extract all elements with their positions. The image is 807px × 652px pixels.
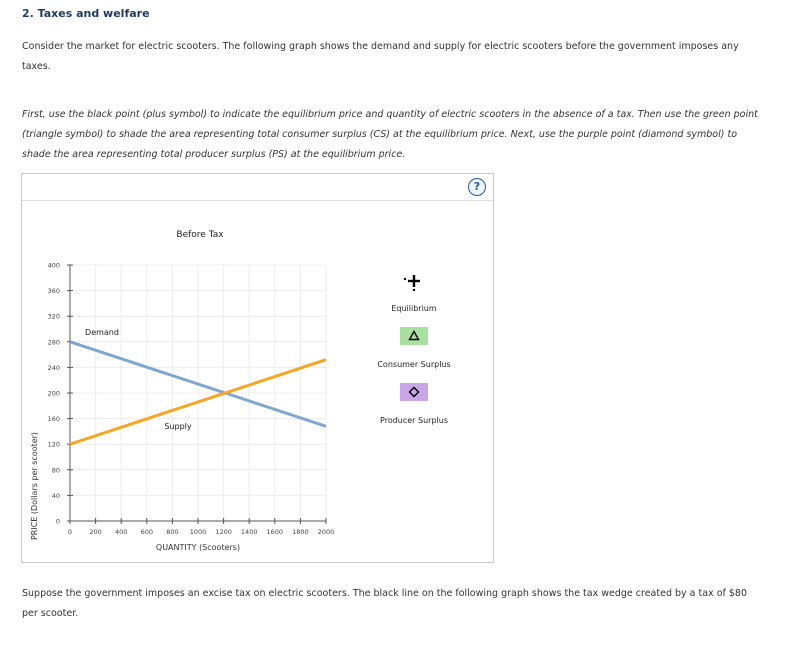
chart-title: Before Tax xyxy=(176,230,224,240)
producer-surplus-tool[interactable] xyxy=(400,383,428,401)
graph-area: Before Tax PRICE (Dollars per scooter) Q… xyxy=(30,230,451,552)
x-axis-label: QUANTITY (Scooters) xyxy=(156,543,240,552)
equilibrium-label: Equilibrium xyxy=(391,304,437,313)
y-tick-label: 240 xyxy=(48,364,60,372)
x-tick-label: 2000 xyxy=(318,528,335,536)
x-tick-label: 1000 xyxy=(190,528,207,536)
y-tick-label: 0 xyxy=(56,518,60,526)
y-tick-label: 160 xyxy=(48,415,60,423)
x-tick-label: 1600 xyxy=(267,528,284,536)
x-tick-label: 200 xyxy=(89,528,101,536)
help-button[interactable]: ? xyxy=(468,178,486,196)
graph-panel: ? Before Tax PRICE (Dollars per scooter)… xyxy=(21,173,494,563)
followup-text: Suppose the government imposes an excise… xyxy=(22,588,748,619)
series[interactable] xyxy=(69,340,327,446)
y-axis-label: PRICE (Dollars per scooter) xyxy=(30,432,39,540)
y-tick-label: 400 xyxy=(48,262,60,270)
palette: Equilibrium Consumer Surplus Producer Su… xyxy=(377,275,451,425)
producer-surplus-label: Producer Surplus xyxy=(380,416,448,425)
demand-label: Demand xyxy=(85,328,119,337)
equilibrium-tool[interactable] xyxy=(403,275,420,292)
y-tick-label: 280 xyxy=(48,338,60,346)
demand-curve[interactable] xyxy=(69,340,327,428)
x-tick-label: 400 xyxy=(115,528,127,536)
triangle-icon xyxy=(408,330,420,341)
question-heading: 2. Taxes and welfare xyxy=(22,7,150,20)
x-tick-label: 1800 xyxy=(292,528,309,536)
axes xyxy=(67,264,327,524)
panel-toolbar: ? xyxy=(22,174,493,201)
supply-label: Supply xyxy=(164,422,192,431)
ps-swatch[interactable] xyxy=(400,383,428,401)
intro-text: Consider the market for electric scooter… xyxy=(22,41,739,72)
x-tick-label: 1200 xyxy=(215,528,232,536)
y-tick-label: 360 xyxy=(48,287,60,295)
cs-swatch[interactable] xyxy=(400,327,428,345)
y-tick-label: 320 xyxy=(48,313,60,321)
x-tick-label: 0 xyxy=(68,528,72,536)
y-tick-label: 80 xyxy=(52,466,60,474)
y-tick-label: 40 xyxy=(52,492,60,500)
x-tick-label: 600 xyxy=(141,528,153,536)
plus-icon[interactable] xyxy=(403,275,420,292)
grid xyxy=(70,264,327,521)
x-tick-label: 800 xyxy=(166,528,178,536)
x-tick-label: 1400 xyxy=(241,528,258,536)
series-labels: Demand Supply xyxy=(85,328,192,431)
consumer-surplus-tool[interactable] xyxy=(400,327,428,345)
supply-curve[interactable] xyxy=(69,358,327,446)
tick-labels: 0 40 80 120 160 200 240 280 320 360 400 0 200 400 600 8… xyxy=(48,262,335,537)
y-tick-label: 200 xyxy=(48,390,60,398)
y-tick-label: 120 xyxy=(48,441,60,449)
diamond-icon xyxy=(408,386,420,398)
instructions-text: First, use the black point (plus symbol)… xyxy=(22,109,758,160)
consumer-surplus-label: Consumer Surplus xyxy=(377,360,450,369)
